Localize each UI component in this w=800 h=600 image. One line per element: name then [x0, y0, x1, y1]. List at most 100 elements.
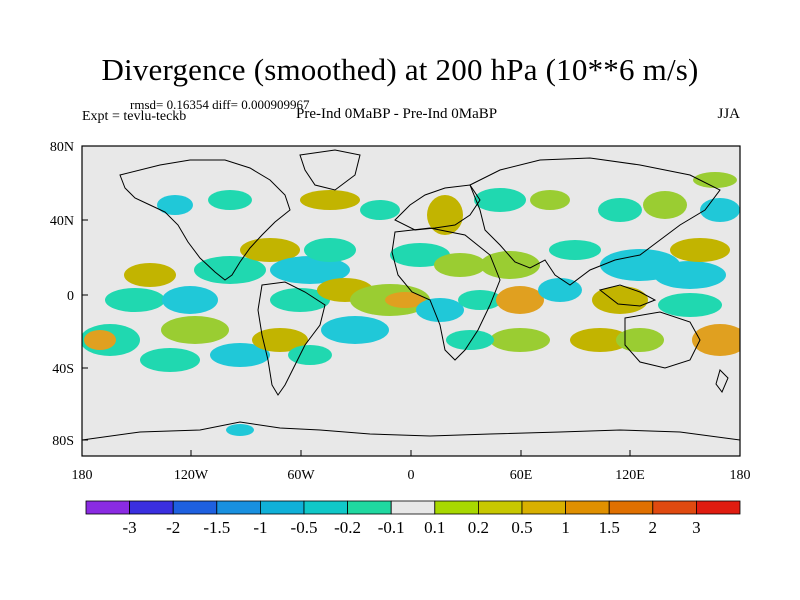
- colorbar-label: 0.5: [511, 518, 532, 537]
- field-blob: [458, 290, 502, 310]
- field-blob: [658, 293, 722, 317]
- field-blob: [570, 328, 630, 352]
- colorbar: -3 -2 -1.5 -1 -0.5 -0.2 -0.1 0.1 0.2 0.5 1 1.5 2 3: [85, 500, 741, 537]
- lat-tick-label: 40S: [52, 362, 74, 377]
- field-blob: [360, 200, 400, 220]
- lat-tick-label: 0: [67, 289, 74, 304]
- colorbar-label: -1.5: [203, 518, 230, 537]
- field-blob: [592, 286, 648, 314]
- lat-tick-label: 40N: [50, 214, 74, 229]
- colorbar-box: [390, 500, 436, 515]
- colorbar-label: 1: [561, 518, 570, 537]
- field-blob: [304, 238, 356, 262]
- lat-tick-label: 80N: [50, 140, 74, 155]
- indonesia-coast: [598, 284, 657, 307]
- field-blob: [490, 328, 550, 352]
- colorbar-label: 0.2: [468, 518, 489, 537]
- field-blob: [616, 328, 664, 352]
- field-blob: [270, 288, 330, 312]
- colorbar-box: [216, 500, 261, 515]
- field-blob: [162, 286, 218, 314]
- divergence-field: [82, 172, 740, 436]
- lon-tick-label: 180: [730, 468, 751, 483]
- field-blob: [390, 243, 450, 267]
- colorbar-label: -1: [253, 518, 267, 537]
- colorbar-box: [259, 500, 305, 515]
- lon-tick-label: 120W: [174, 468, 209, 483]
- season-label: JJA: [717, 106, 740, 122]
- field-blob: [700, 198, 740, 222]
- africa-coast: [391, 227, 501, 361]
- north-america-coast: [119, 159, 291, 281]
- colorbar-box: [347, 500, 392, 515]
- field-blob: [300, 190, 360, 210]
- field-blob: [538, 278, 582, 302]
- field-blob: [474, 188, 526, 212]
- field-blob: [140, 348, 200, 372]
- field-blob: [210, 343, 270, 367]
- field-blob: [226, 424, 254, 436]
- field-blob: [427, 195, 463, 235]
- colorbar-box: [303, 500, 348, 515]
- field-blob: [288, 345, 332, 365]
- colorbar-box: [172, 500, 218, 515]
- colorbar-box: [608, 500, 654, 515]
- field-blob: [480, 251, 540, 279]
- field-blob: [240, 238, 300, 262]
- colorbar-box: [521, 500, 566, 515]
- colorbar-label: -2: [166, 518, 180, 537]
- new-zealand-coast: [715, 369, 729, 393]
- antarctica-coast: [82, 421, 740, 441]
- colorbar-label: 1.5: [599, 518, 620, 537]
- lon-tick-label: 180: [72, 468, 93, 483]
- field-blob: [84, 330, 116, 350]
- field-blob: [654, 261, 726, 289]
- field-blob: [161, 316, 229, 344]
- colorbar-label: 3: [692, 518, 701, 537]
- experiment-label: Expt = tevlu-teckb: [82, 109, 187, 124]
- field-blob: [643, 191, 687, 219]
- colorbar-label: -3: [123, 518, 137, 537]
- field-blob: [385, 292, 425, 308]
- lon-tick-label: 0: [408, 468, 415, 483]
- asia-coast: [469, 157, 721, 286]
- field-blob: [530, 190, 570, 210]
- lat-tick-label: 80S: [52, 434, 74, 449]
- coastlines: [82, 149, 740, 441]
- field-blob: [416, 298, 464, 322]
- comparison-label: Pre-Ind 0MaBP - Pre-Ind 0MaBP: [296, 106, 498, 122]
- lon-tick-label: 60E: [510, 468, 533, 483]
- field-blob: [252, 328, 308, 352]
- south-america-coast: [257, 281, 326, 396]
- field-blob: [598, 198, 642, 222]
- australia-coast: [624, 311, 701, 369]
- field-blob: [496, 286, 544, 314]
- field-blob: [693, 172, 737, 188]
- field-blob: [270, 256, 350, 284]
- field-blob: [157, 195, 193, 215]
- field-blob: [321, 316, 389, 344]
- colorbar-box: [652, 500, 697, 515]
- lon-axis: 180 120W 60W 0 60E 120E 180: [72, 450, 751, 483]
- field-blob: [124, 263, 176, 287]
- field-blob: [105, 288, 165, 312]
- colorbar-box: [85, 500, 130, 515]
- colorbar-box: [129, 500, 174, 515]
- field-blob: [434, 253, 486, 277]
- colorbar-box: [434, 500, 479, 515]
- colorbar-label: -0.5: [291, 518, 318, 537]
- lon-tick-label: 120E: [615, 468, 645, 483]
- field-blob: [194, 256, 266, 284]
- colorbar-box: [477, 500, 523, 515]
- field-blob: [549, 240, 601, 260]
- colorbar-label: -0.1: [378, 518, 405, 537]
- colorbar-box: [565, 500, 610, 515]
- colorbar-label: -0.2: [334, 518, 361, 537]
- field-blob: [208, 190, 252, 210]
- lon-tick-label: 60W: [287, 468, 315, 483]
- greenland-coast: [299, 149, 361, 191]
- colorbar-label: 0.1: [424, 518, 445, 537]
- colorbar-box: [696, 500, 741, 515]
- field-blob: [692, 324, 740, 356]
